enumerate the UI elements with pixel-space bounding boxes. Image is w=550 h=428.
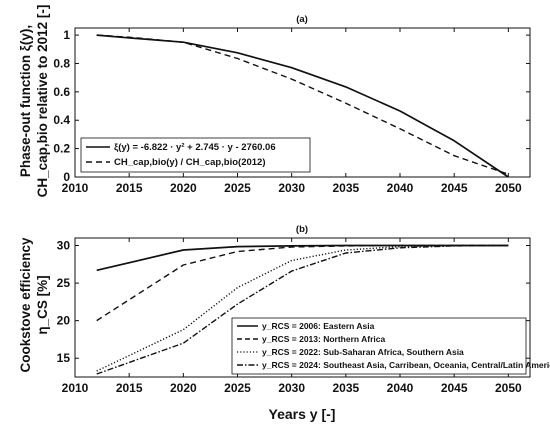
panel-b-series-line-2 — [96, 244, 509, 322]
panel-b-series-line-4 — [96, 244, 509, 375]
panel-a-ytick-label: 0.2 — [53, 142, 70, 156]
panel-b-x-ticks: 2010 2015 2020 2025 2030 2035 2040 2045 2050 — [62, 238, 522, 395]
panel-b-ytick-label: 30 — [57, 239, 71, 253]
panel-b-xtick-label: 2015 — [116, 381, 143, 395]
panel-b: (b) Cookstove efficiency η_CS [%] 152025… — [18, 224, 550, 422]
panel-a-xtick-label: 2050 — [495, 181, 522, 195]
panel-a-title: (a) — [296, 14, 308, 25]
panel-a-y-ticks: 0 0.2 0.4 0.6 0.8 1 — [53, 28, 530, 184]
panel-a-ytick-label: 0.8 — [53, 56, 70, 70]
panel-a-ylabel-line-2: CH_cap,bio relative to 2012 [-] — [35, 5, 50, 198]
panel-a-ytick-label: 0.4 — [53, 113, 70, 127]
panel-a-xtick-label: 2010 — [62, 181, 89, 195]
panel-b-legend-box — [231, 317, 527, 375]
panel-a-ytick-label: 1 — [63, 28, 70, 42]
panel-b-title: (b) — [296, 224, 308, 235]
panel-b-ytick-label: 20 — [57, 314, 71, 328]
panel-b-ytick-label: 25 — [57, 276, 71, 290]
panel-a-ytick-label: 0 — [63, 170, 70, 184]
panel-b-y-ticks: 15 20 25 30 — [57, 239, 530, 365]
panel-b-xtick-label: 2020 — [170, 381, 197, 395]
panel-b-plot-frame — [74, 237, 531, 378]
panel-a-legend-label-2: CH_cap,bio(y) / CH_cap,bio(2012) — [114, 157, 266, 168]
panel-a-legend-box — [80, 137, 311, 173]
panel-b-xtick-label: 2030 — [278, 381, 305, 395]
panel-a-ylabel-text-1: Phase-out function ξ(y), — [18, 25, 33, 177]
panel-a-series — [96, 34, 509, 178]
panel-a-xtick-label: 2045 — [441, 181, 468, 195]
panel-a-xtick-label: 2025 — [224, 181, 251, 195]
panel-a-xtick-label: 2035 — [332, 181, 359, 195]
panel-b-legend-label-3: y_RCS = 2022: Sub-Saharan Africa, Southe… — [262, 347, 464, 357]
panel-a-xtick-label: 2040 — [387, 181, 414, 195]
panel-a-series-line-2 — [96, 34, 509, 175]
panel-a-xtick-label: 2015 — [116, 181, 143, 195]
panel-a-ylabel-text-2: CH_cap,bio relative to 2012 [-] — [35, 5, 50, 198]
panel-b-ylabel: Cookstove efficiency η_CS [%] — [18, 237, 50, 373]
panel-b-xtick-label: 2025 — [224, 381, 251, 395]
panel-b-legend-label-1: y_RCS = 2006: Eastern Asia — [262, 321, 375, 331]
panel-b-series-line-1 — [96, 244, 509, 272]
panel-b-ylabel-line-1: Cookstove efficiency — [18, 237, 33, 373]
panel-a-xtick-label: 2030 — [278, 181, 305, 195]
panel-a-x-ticks: 2010 2015 2020 2025 2030 2035 2040 2045 2050 — [62, 28, 522, 195]
panel-b-ylabel-line-2: η_CS [%] — [35, 275, 50, 334]
panel-a-legend: ξ(y) = -6.822 · y² + 2.745 · y - 2760.06… — [80, 137, 311, 173]
panel-b-xtick-label: 2040 — [387, 381, 414, 395]
panel-b-xlabel: Years y [-] — [269, 406, 336, 422]
panel-a-ylabel: Phase-out function ξ(y), CH_cap,bio rela… — [18, 5, 50, 198]
panel-a-plot-frame — [74, 27, 531, 178]
panel-b-legend: y_RCS = 2006: Eastern Asia y_RCS = 2013:… — [231, 317, 550, 375]
panel-b-xtick-label: 2050 — [495, 381, 522, 395]
panel-b-legend-label-2: y_RCS = 2013: Northern Africa — [262, 334, 385, 344]
panel-b-legend-label-4: y_RCS = 2024: Southeast Asia, Carribean,… — [262, 360, 550, 370]
panel-b-ytick-label: 15 — [57, 351, 71, 365]
panel-b-xtick-label: 2045 — [441, 381, 468, 395]
panel-b-xtick-label: 2010 — [62, 381, 89, 395]
panel-a-ylabel-line-1: Phase-out function ξ(y), — [18, 25, 33, 177]
panel-a-xtick-label: 2020 — [170, 181, 197, 195]
panel-b-series — [96, 244, 509, 375]
panel-b-xtick-label: 2035 — [332, 381, 359, 395]
panel-a: (a) Phase-out function ξ(y), CH_cap,bio … — [18, 5, 531, 198]
panel-a-legend-label-1: ξ(y) = -6.822 · y² + 2.745 · y - 2760.06 — [114, 142, 276, 153]
panel-a-ytick-label: 0.6 — [53, 85, 70, 99]
